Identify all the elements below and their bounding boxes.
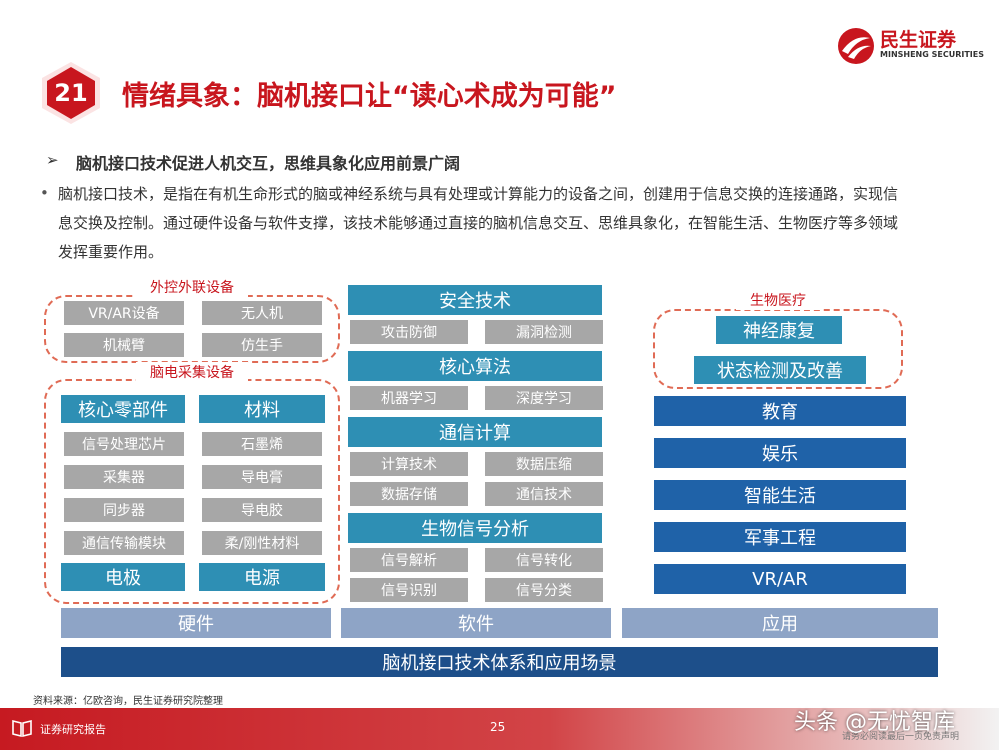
software-item: 数据压缩 [485,452,603,476]
security-tech-header: 安全技术 [348,285,602,315]
application-box: VR/AR [654,564,906,594]
eeg-devices-label: 脑电采集设备 [136,362,248,382]
application-bar: 应用 [622,608,938,638]
software-item: 深度学习 [485,386,603,410]
material-item: 导电膏 [202,465,322,489]
footer-label: 证券研究报告 [40,723,106,736]
software-item: 漏洞检测 [485,320,603,344]
external-devices-label: 外控外联设备 [136,277,248,297]
book-icon [12,719,32,738]
external-device-item: 无人机 [202,301,322,325]
page-title: 情绪具象：脑机接口让“读心术成为可能” [122,81,617,112]
watermark: 头条 @无忧智库 [794,710,955,735]
bio-signal-analysis-header: 生物信号分析 [348,513,602,543]
software-item: 机器学习 [350,386,468,410]
source-note: 资料来源：亿欧咨询，民生证券研究院整理 [33,696,223,707]
software-item: 通信技术 [485,482,603,506]
application-box: 军事工程 [654,522,906,552]
footer-bar [0,708,999,750]
software-bar: 软件 [341,608,611,638]
external-device-item: 机械臂 [64,333,184,357]
title-badge: 21 [38,60,104,126]
software-item: 信号分类 [485,578,603,602]
application-box: 智能生活 [654,480,906,510]
software-item: 信号转化 [485,548,603,572]
software-item: 攻击防御 [350,320,468,344]
materials-header: 材料 [199,395,325,423]
subheading-marker: ➢ [46,151,59,169]
bullet-marker: • [40,184,49,202]
core-algorithm-header: 核心算法 [348,351,602,381]
bio-medical-group [653,309,903,389]
core-component-item: 通信传输模块 [64,531,184,555]
core-component-item: 信号处理芯片 [64,432,184,456]
external-device-item: VR/AR设备 [64,301,184,325]
subheading: 脑机接口技术促进人机交互，思维具象化应用前景广阔 [76,154,461,173]
base-bar: 脑机接口技术体系和应用场景 [61,647,938,677]
hardware-bar: 硬件 [61,608,331,638]
core-components-header: 核心零部件 [61,395,185,423]
brand-logo: 民生证券 MINSHENG SECURITIES [836,26,986,66]
application-box: 教育 [654,396,906,426]
page-number: 25 [490,720,506,734]
brand-name-en: MINSHENG SECURITIES [880,50,984,59]
comm-compute-header: 通信计算 [348,417,602,447]
material-item: 柔/刚性材料 [202,531,322,555]
power-box: 电源 [199,563,325,591]
bullet-paragraph: 脑机接口技术，是指在有机生命形式的脑或神经系统与具有处理或计算能力的设备之间，创… [58,185,899,261]
material-item: 石墨烯 [202,432,322,456]
brand-logo-icon [838,28,874,64]
software-item: 数据存储 [350,482,468,506]
slide-number: 21 [54,79,88,107]
software-item: 计算技术 [350,452,468,476]
core-component-item: 采集器 [64,465,184,489]
software-item: 信号解析 [350,548,468,572]
electrode-box: 电极 [61,563,185,591]
state-monitor-box: 状态检测及改善 [694,356,866,384]
brand-name-cn: 民生证券 [880,29,957,51]
software-item: 信号识别 [350,578,468,602]
external-device-item: 仿生手 [202,333,322,357]
neuro-rehab-box: 神经康复 [716,316,842,344]
disclaimer: 请务必阅读最后一页免责声明 [842,732,960,742]
material-item: 导电胶 [202,498,322,522]
bio-medical-label: 生物医疗 [736,290,820,310]
application-box: 娱乐 [654,438,906,468]
hexagon-badge-icon [42,62,100,124]
core-component-item: 同步器 [64,498,184,522]
